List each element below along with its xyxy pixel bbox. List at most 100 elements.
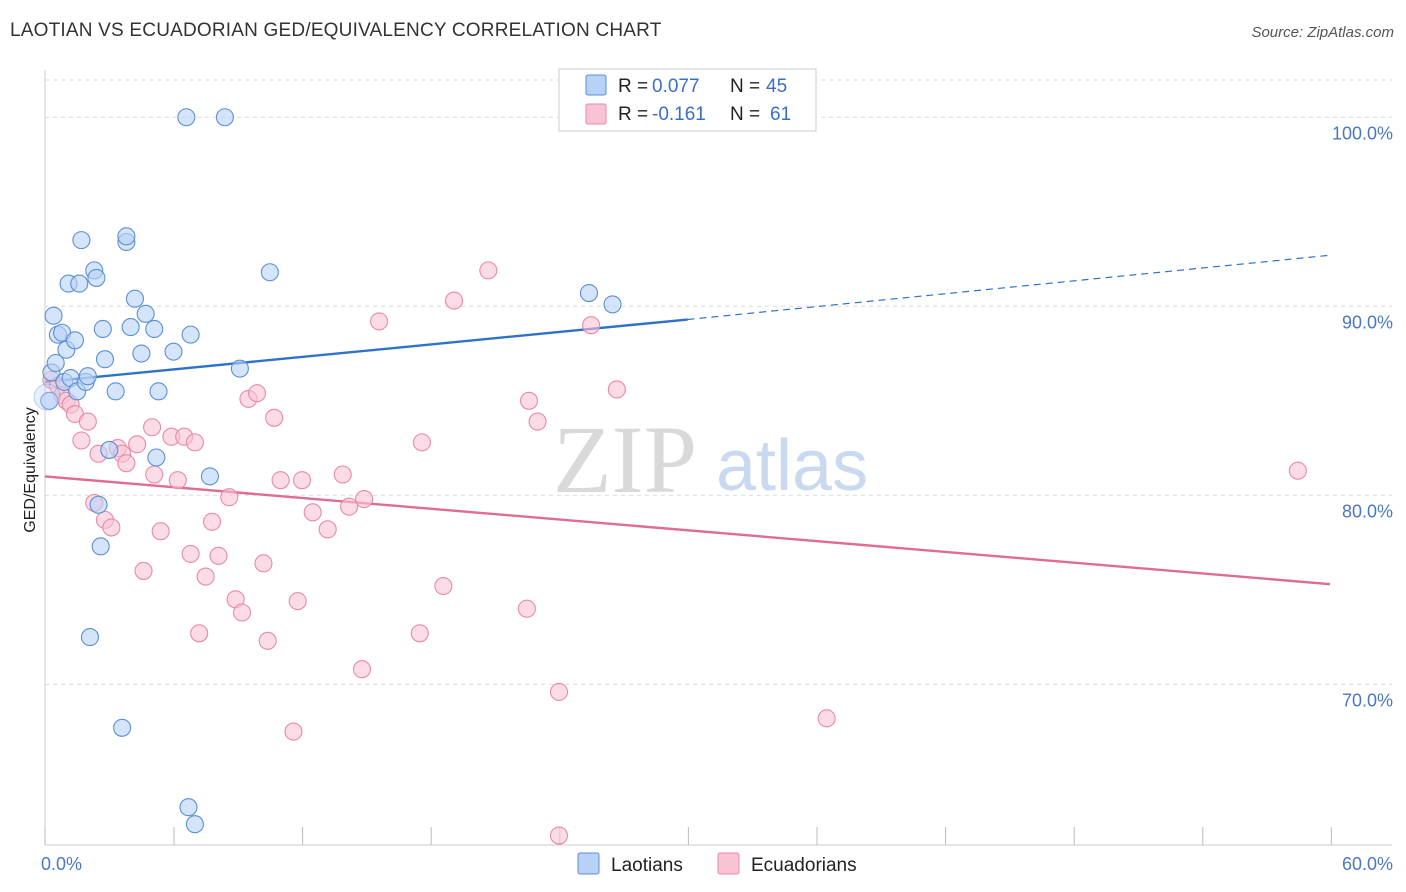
laotian-point (136, 304, 155, 323)
ecuadorian-point (203, 512, 222, 531)
ecuadorian-point (271, 471, 290, 490)
laotian-point (70, 274, 89, 293)
laotian-point (100, 440, 119, 459)
laotian-point (147, 448, 166, 467)
laotian-point (89, 495, 108, 514)
laotian-point (106, 382, 125, 401)
ecuadorian-point (607, 380, 626, 399)
series-legend-ecuadorian-swatch (717, 852, 740, 875)
ecuadorian-point (145, 465, 164, 484)
legend-ecuadorian-r-label: R = (618, 104, 648, 125)
tick-labels: 70.0% 80.0% 90.0% 100.0% 0.0% 60.0% (41, 123, 1393, 874)
laotian-point (78, 367, 97, 386)
laotian-trend-line-extension (687, 254, 1331, 321)
ecuadorian-point (232, 603, 252, 622)
legend-ecuadorian-n-value: 61 (770, 104, 791, 125)
laotian-trend-line (44, 318, 688, 384)
ecuadorian-point (370, 312, 389, 331)
ecuadorian-point (519, 391, 539, 410)
ecuadorian-point (434, 576, 453, 596)
watermark-zip: ZIP (553, 406, 697, 513)
ecuadorian-point (355, 490, 374, 509)
ecuadorian-point (265, 408, 284, 427)
ecuadorian-point (549, 682, 569, 701)
laotian-point (33, 383, 61, 411)
legend-laotian-n-value: 45 (766, 76, 787, 97)
series-legend-laotian-label: Laotians (611, 855, 683, 876)
laotian-point (230, 359, 249, 378)
ecuadorian-point (128, 435, 147, 454)
source-credit: Source: ZipAtlas.com (1251, 24, 1394, 41)
ecuadorian-point (333, 465, 352, 484)
x-tick-label: 0.0% (41, 854, 82, 874)
ecuadorian-trend-line (44, 475, 1331, 586)
axes (44, 70, 1392, 846)
laotian-point (117, 227, 136, 246)
watermark-atlas: atlas (716, 426, 868, 506)
laotian-point (46, 353, 65, 373)
ecuadorian-point (78, 412, 97, 431)
y-tick-label: 90.0% (1342, 312, 1393, 332)
laotian-point (44, 306, 63, 325)
laotian-point (179, 798, 198, 817)
y-axis-label: GED/Equivalency (22, 407, 39, 532)
laotian-point (603, 295, 622, 314)
ecuadorian-point (318, 520, 337, 539)
laotian-point (125, 289, 144, 308)
ecuadorian-point (117, 454, 136, 473)
trend-lines (44, 254, 1331, 586)
laotian-point (579, 283, 599, 303)
y-tick-label: 100.0% (1332, 123, 1393, 143)
ecuadorian-point (479, 261, 498, 280)
legend-ecuadorian-n-label: N = (730, 104, 760, 125)
laotian-point (260, 263, 279, 282)
series-legend-ecuadorian-label: Ecuadorians (751, 855, 857, 876)
laotian-point (215, 108, 234, 127)
laotian-point (65, 331, 85, 350)
laotian-point (149, 382, 168, 401)
laotian-point (87, 268, 106, 287)
laotian-point (145, 319, 164, 339)
data-points (33, 108, 1307, 845)
ecuadorian-point (190, 624, 209, 643)
legend-laotian-r-label: R = (618, 76, 648, 97)
ecuadorian-point (410, 624, 429, 643)
ecuadorian-point (102, 518, 121, 537)
ecuadorian-point (209, 546, 228, 565)
ecuadorian-point (134, 561, 153, 580)
ecuadorian-point (181, 544, 200, 563)
ecuadorian-point (817, 709, 836, 728)
x-tick-label: 60.0% (1342, 854, 1393, 874)
ecuadorian-point (143, 418, 162, 437)
laotian-point (132, 344, 151, 363)
laotian-point (164, 342, 183, 361)
laotian-point (40, 391, 59, 410)
ecuadorian-point (292, 471, 312, 490)
ecuadorian-point (247, 384, 267, 403)
series-legend: Laotians Ecuadorians (577, 852, 857, 876)
laotian-point (91, 537, 110, 556)
ecuadorian-point (582, 316, 601, 335)
laotian-point (181, 325, 200, 344)
ecuadorian-point (1288, 461, 1307, 480)
laotian-point (121, 318, 140, 337)
ecuadorian-point (72, 431, 91, 450)
ecuadorian-point (288, 592, 307, 611)
y-tick-label: 80.0% (1342, 501, 1393, 521)
ecuadorian-point (284, 722, 303, 741)
chart-title: LAOTIAN VS ECUADORIAN GED/EQUIVALENCY CO… (10, 20, 662, 41)
laotian-point (113, 718, 132, 737)
correlation-legend: R = 0.077 N = 45 R = -0.161 N = 61 (558, 68, 817, 132)
legend-ecuadorian-r-value: -0.161 (652, 104, 706, 125)
laotian-point (80, 628, 100, 647)
gridlines (45, 79, 1392, 685)
ecuadorian-point (303, 503, 322, 522)
y-tick-label: 70.0% (1342, 690, 1393, 710)
laotian-point (72, 231, 91, 250)
laotian-point (200, 467, 219, 486)
ecuadorian-point (352, 660, 372, 679)
laotian-point (95, 350, 115, 369)
legend-laotian-n-label: N = (730, 76, 760, 97)
legend-ecuadorian-swatch (585, 103, 607, 125)
